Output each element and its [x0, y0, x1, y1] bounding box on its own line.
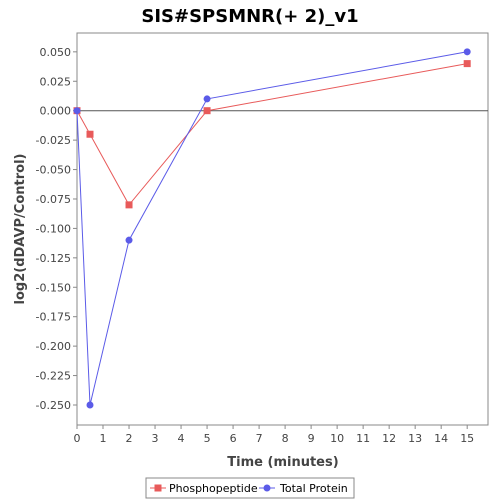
y-axis: 0.050 0.025 0.000 -0.025 -0.050 -0.075 -0.100 -…: [36, 46, 77, 412]
y-tick-label: -0.200: [36, 340, 71, 353]
x-axis: 0 1 2 3 4 5 6 7 8 9 10 11 12 13 14 15: [74, 425, 474, 445]
y-tick-label: 0.050: [40, 46, 72, 59]
legend-box: [145, 477, 355, 499]
data-point: [73, 107, 81, 115]
y-tick-label: -0.175: [36, 311, 71, 324]
legend-label: Total Protein: [279, 482, 348, 495]
x-tick-label: 11: [356, 432, 370, 445]
y-tick-label: -0.075: [36, 193, 71, 206]
series-layer: [73, 48, 471, 409]
y-tick-label: -0.225: [36, 370, 71, 383]
legend-label: Phosphopeptide: [169, 482, 258, 495]
y-tick-label: -0.025: [36, 134, 71, 147]
x-tick-label: 0: [74, 432, 81, 445]
y-tick-label: 0.025: [40, 75, 72, 88]
x-tick-label: 4: [178, 432, 185, 445]
x-tick-label: 12: [382, 432, 396, 445]
x-tick-label: 13: [408, 432, 422, 445]
x-tick-label: 5: [204, 432, 211, 445]
legend-marker: [154, 484, 162, 492]
x-axis-label: Time (minutes): [227, 455, 338, 470]
x-tick-label: 2: [126, 432, 133, 445]
x-tick-label: 3: [152, 432, 159, 445]
x-tick-label: 15: [460, 432, 474, 445]
y-tick-label: -0.050: [36, 164, 71, 177]
plot-area: [76, 32, 489, 426]
y-tick-label: 0.000: [40, 105, 72, 118]
y-tick-label: -0.250: [36, 399, 71, 412]
data-point: [86, 130, 94, 138]
y-tick-label: -0.100: [36, 222, 71, 235]
y-tick-label: -0.125: [36, 252, 71, 265]
legend: Phosphopeptide Total Protein: [145, 477, 355, 499]
chart-title: SIS#SPSMNR(+ 2)_v1: [141, 6, 358, 27]
x-tick-label: 1: [100, 432, 107, 445]
data-point: [86, 401, 94, 409]
y-axis-label: log2(dDAVP/Control): [13, 154, 28, 305]
data-point: [203, 95, 211, 103]
legend-marker: [263, 484, 271, 492]
data-point: [125, 236, 133, 244]
x-tick-label: 10: [330, 432, 344, 445]
data-point: [125, 201, 133, 209]
data-point: [463, 60, 471, 68]
x-tick-label: 8: [282, 432, 289, 445]
x-tick-label: 9: [308, 432, 315, 445]
x-tick-label: 6: [230, 432, 237, 445]
x-tick-label: 7: [256, 432, 263, 445]
x-tick-label: 14: [434, 432, 448, 445]
y-tick-label: -0.150: [36, 281, 71, 294]
data-point: [463, 48, 471, 56]
data-point: [203, 107, 211, 115]
